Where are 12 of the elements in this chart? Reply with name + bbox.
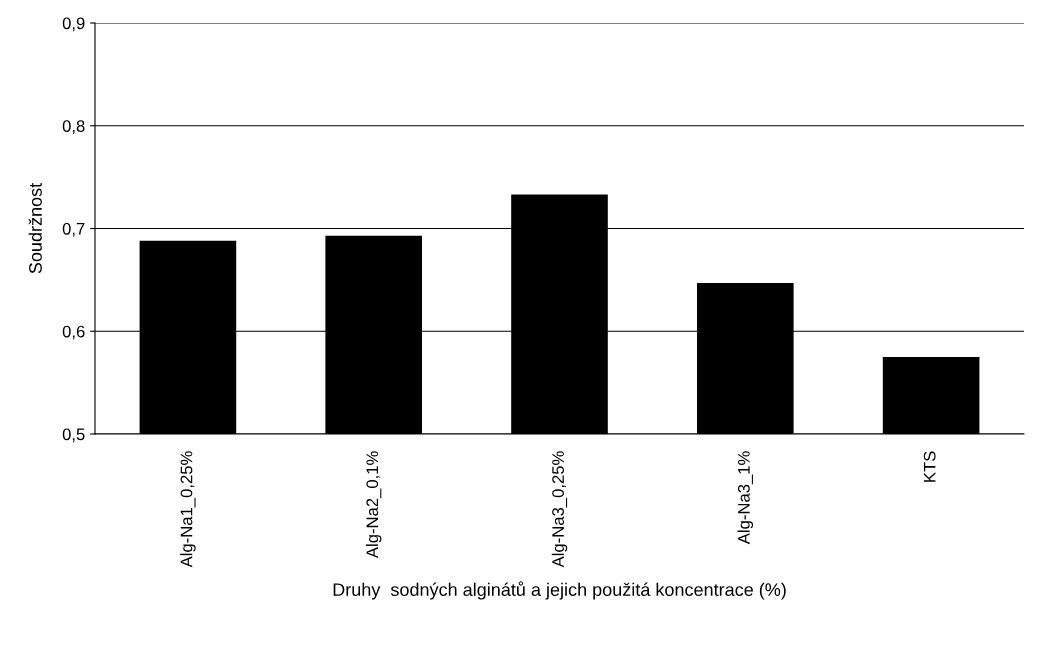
x-tick-label: KTS bbox=[923, 451, 936, 482]
y-tick-label: 0,7 bbox=[62, 222, 85, 237]
y-tick-label: 0,5 bbox=[62, 428, 85, 443]
y-axis-title: Soudržnost bbox=[28, 182, 42, 274]
x-tick-label: Alg-Na1_0,25% bbox=[180, 451, 196, 568]
x-tick-label: Alg-Na3_1% bbox=[737, 451, 754, 545]
x-tick-label: Alg-Na2_0,1% bbox=[365, 451, 382, 559]
y-tick-label: 0,9 bbox=[62, 17, 85, 32]
y-tick-label: 0,8 bbox=[62, 120, 85, 134]
y-tick-label: 0,6 bbox=[62, 325, 85, 340]
x-axis-title: Druhy sodných alginátů a jejich použitá koncentrace (%) bbox=[333, 581, 786, 600]
x-tick-label: Alg-Na3_0,25% bbox=[551, 451, 568, 568]
